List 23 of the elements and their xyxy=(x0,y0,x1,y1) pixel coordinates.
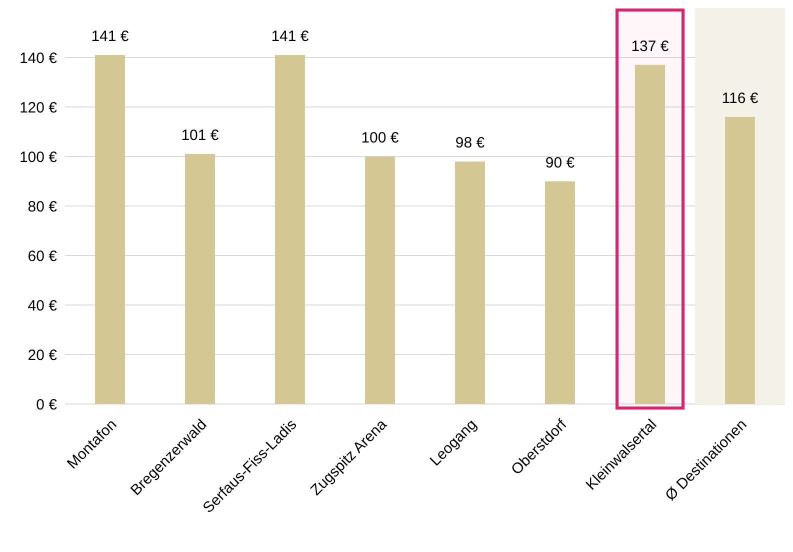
data-label: 90 € xyxy=(545,154,576,172)
y-tick-label: 0 € xyxy=(36,396,58,414)
data-label: 100 € xyxy=(361,130,400,146)
bar xyxy=(185,154,215,404)
y-tick-label: 140 € xyxy=(19,50,58,67)
data-label: 137 € xyxy=(631,38,670,55)
y-tick-label: 20 € xyxy=(28,346,58,364)
bar xyxy=(365,156,395,404)
y-tick-label: 100 € xyxy=(19,148,58,166)
bar xyxy=(725,116,755,404)
bar xyxy=(95,55,125,404)
data-label: 141 € xyxy=(271,28,310,46)
y-tick-label: 40 € xyxy=(28,297,58,314)
data-label: 141 € xyxy=(91,28,130,46)
data-label: 116 € xyxy=(722,90,759,107)
bar xyxy=(275,55,305,404)
bar xyxy=(545,181,575,404)
bar xyxy=(455,161,485,404)
y-tick-label: 80 € xyxy=(28,198,58,216)
y-tick-label: 120 € xyxy=(19,99,58,116)
data-label: 98 € xyxy=(455,134,486,152)
y-tick-label: 60 € xyxy=(28,248,58,265)
data-label: 101 € xyxy=(181,127,220,144)
